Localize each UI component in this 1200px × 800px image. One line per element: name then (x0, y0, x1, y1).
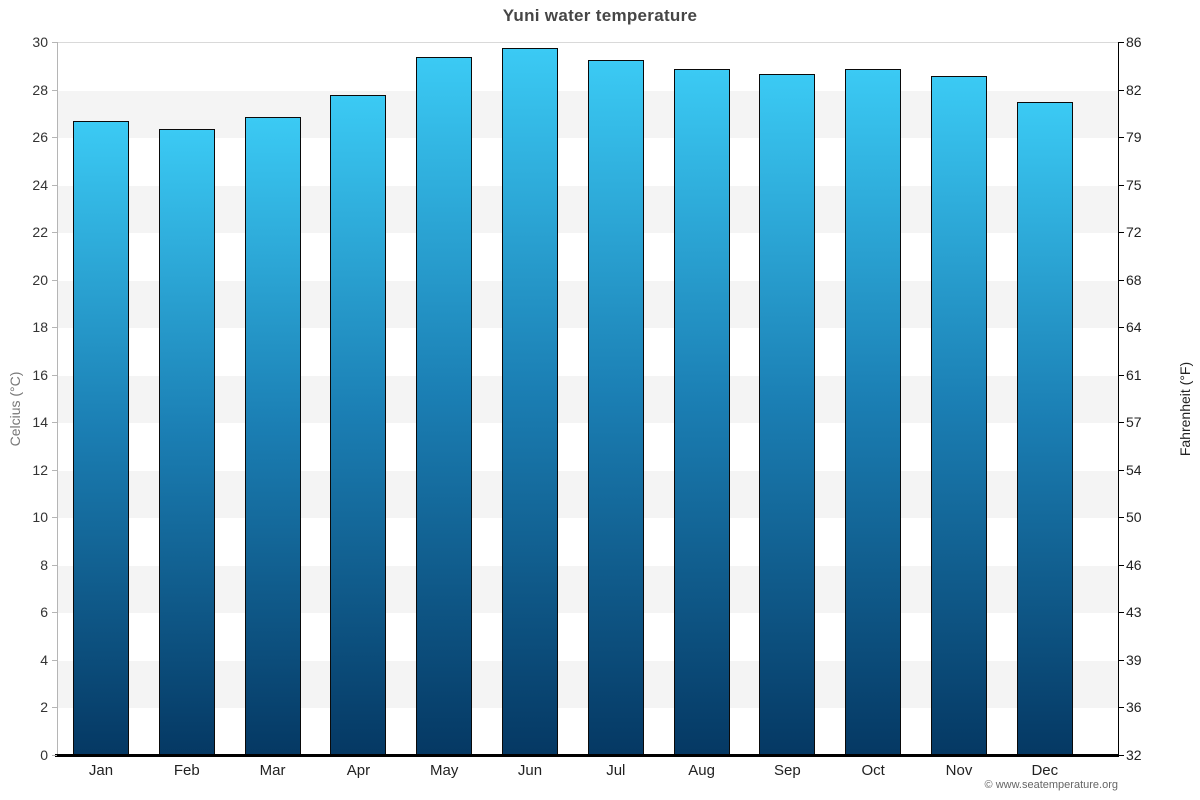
fahrenheit-tick-mark (1119, 374, 1124, 376)
celsius-tick-mark (52, 422, 57, 424)
fahrenheit-tick-label: 54 (1126, 461, 1142, 478)
celsius-tick-mark (52, 327, 57, 329)
celsius-tick-label: 2 (40, 699, 48, 716)
celsius-tick-label: 0 (40, 747, 48, 763)
bar-mar[interactable] (244, 116, 301, 756)
x-label-may: May (430, 762, 459, 779)
celsius-tick-label: 30 (32, 34, 48, 50)
fahrenheit-tick-mark (1119, 137, 1124, 139)
celsius-tick-label: 12 (32, 461, 48, 478)
fahrenheit-tick-mark (1119, 707, 1124, 709)
x-label-mar: Mar (259, 762, 286, 779)
celsius-tick-mark (52, 279, 57, 281)
celsius-tick-label: 8 (40, 556, 48, 573)
celsius-tick-mark (52, 517, 57, 519)
credit-link[interactable]: © www.seatemperature.org (984, 779, 1118, 791)
x-label-dec: Dec (1031, 762, 1059, 779)
celsius-tick-label: 18 (32, 319, 48, 336)
x-label-sep: Sep (774, 762, 801, 779)
fahrenheit-tick-label: 61 (1126, 366, 1142, 383)
bar-nov[interactable] (931, 76, 987, 756)
celsius-tick-mark (52, 137, 57, 139)
celsius-tick-mark (52, 42, 57, 43)
celsius-axis-line (57, 42, 58, 755)
fahrenheit-tick-mark (1119, 327, 1124, 329)
celsius-tick-mark (52, 659, 57, 661)
x-label-apr: Apr (346, 762, 371, 779)
fahrenheit-tick-mark (1119, 469, 1124, 471)
fahrenheit-tick-label: 57 (1126, 414, 1142, 431)
celsius-tick-mark (52, 89, 57, 91)
x-axis-line (55, 754, 1119, 757)
fahrenheit-tick-mark (1119, 755, 1124, 756)
celsius-tick-mark (52, 469, 57, 471)
bar-jun[interactable] (502, 47, 558, 756)
celsius-tick-label: 10 (32, 509, 48, 526)
fahrenheit-tick-label: 39 (1126, 651, 1142, 668)
fahrenheit-tick-label: 43 (1126, 604, 1142, 621)
fahrenheit-tick-label: 86 (1126, 34, 1142, 50)
fahrenheit-tick-label: 36 (1126, 699, 1142, 716)
celsius-tick-label: 6 (40, 604, 48, 621)
fahrenheit-axis-title: Fahrenheit (°F) (1177, 361, 1193, 457)
x-label-feb: Feb (173, 762, 200, 779)
celsius-tick-label: 4 (40, 651, 48, 668)
bar-sep[interactable] (759, 73, 816, 756)
celsius-tick-label: 14 (32, 414, 48, 431)
plot-area (57, 42, 1118, 756)
x-label-jul: Jul (606, 762, 626, 779)
celsius-tick-mark (52, 374, 57, 376)
x-label-jun: Jun (517, 762, 543, 779)
fahrenheit-tick-label: 64 (1126, 319, 1142, 336)
celsius-tick-label: 20 (32, 271, 48, 288)
celsius-tick-label: 28 (32, 81, 48, 98)
fahrenheit-tick-label: 46 (1126, 556, 1142, 573)
celsius-tick-label: 16 (32, 366, 48, 383)
bar-jan[interactable] (73, 121, 129, 756)
bar-oct[interactable] (845, 69, 902, 756)
fahrenheit-axis-line (1118, 42, 1119, 756)
celsius-tick-mark (52, 184, 57, 186)
chart-title: Yuni water temperature (502, 6, 698, 25)
fahrenheit-tick-mark (1119, 279, 1124, 281)
x-label-nov: Nov (945, 762, 973, 779)
celsius-tick-mark (52, 564, 57, 566)
fahrenheit-tick-mark (1119, 612, 1124, 614)
fahrenheit-tick-label: 50 (1126, 509, 1142, 526)
fahrenheit-tick-label: 68 (1126, 271, 1142, 288)
fahrenheit-tick-mark (1119, 89, 1124, 91)
fahrenheit-tick-mark (1119, 184, 1124, 186)
celsius-tick-label: 26 (32, 129, 48, 146)
bar-may[interactable] (416, 57, 473, 756)
x-label-oct: Oct (861, 762, 885, 779)
fahrenheit-tick-mark (1119, 564, 1124, 566)
bar-dec[interactable] (1016, 102, 1073, 756)
x-label-aug: Aug (688, 762, 715, 779)
bar-jul[interactable] (587, 59, 644, 756)
celsius-tick-mark (52, 707, 57, 709)
celsius-tick-label: 24 (32, 176, 48, 193)
fahrenheit-tick-mark (1119, 422, 1124, 424)
x-label-jan: Jan (88, 762, 114, 779)
fahrenheit-tick-mark (1119, 659, 1124, 661)
bar-aug[interactable] (673, 69, 730, 756)
fahrenheit-tick-label: 79 (1126, 129, 1142, 146)
fahrenheit-tick-label: 82 (1126, 81, 1142, 98)
celsius-tick-label: 22 (32, 224, 48, 241)
fahrenheit-tick-label: 32 (1126, 747, 1142, 763)
bar-feb[interactable] (158, 128, 215, 756)
celsius-tick-mark (52, 612, 57, 614)
fahrenheit-tick-label: 75 (1126, 176, 1142, 193)
fahrenheit-tick-mark (1119, 232, 1124, 234)
bar-apr[interactable] (330, 95, 387, 756)
fahrenheit-tick-mark (1119, 517, 1124, 519)
celsius-tick-mark (52, 232, 57, 234)
celsius-tick-mark (52, 755, 57, 756)
fahrenheit-tick-mark (1119, 42, 1124, 43)
fahrenheit-tick-label: 72 (1126, 224, 1142, 241)
